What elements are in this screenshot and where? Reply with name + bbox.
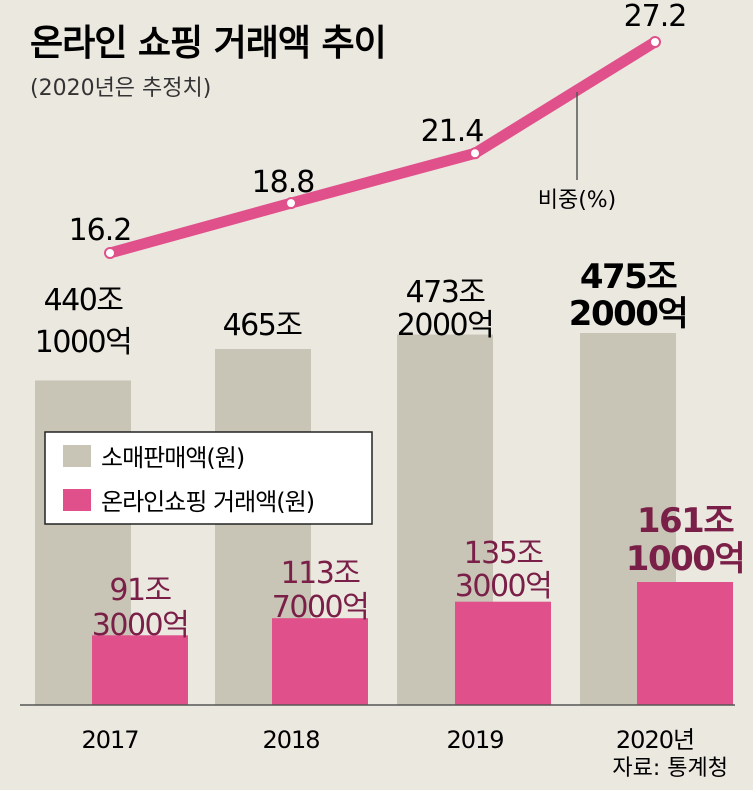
legend-box [44, 431, 373, 525]
legend: 소매판매액(원) 온라인쇼핑 거래액(원) [44, 431, 373, 525]
share-point-2017 [104, 247, 116, 259]
retail-value-label: 473조 [406, 275, 486, 310]
legend-swatch-online [63, 489, 91, 511]
share-value-label: 21.4 [421, 114, 484, 149]
line-layer: 16.2 18.8 21.4 27.2 비중(%) [69, 0, 687, 259]
retail-value-label: 1000억 [35, 325, 131, 360]
legend-swatch-retail [63, 445, 91, 467]
share-point-2018 [285, 197, 297, 210]
share-point-2020년 [649, 36, 661, 48]
online-bar-2019 [455, 601, 551, 705]
x-tick-label: 2018 [262, 726, 319, 754]
chart-subtitle: (2020년은 추정치) [30, 76, 211, 101]
source-note: 자료: 통계청 [612, 756, 728, 781]
online-value-label: 113조 [281, 556, 361, 591]
x-axis: 2017 2018 2019 2020년 [20, 704, 735, 754]
online-bar-2020년 [637, 582, 733, 705]
online-value-label: 3000억 [455, 569, 551, 604]
share-value-label: 16.2 [69, 213, 132, 248]
retail-value-label: 440조 [44, 283, 124, 318]
online-value-label: 91조 [109, 573, 171, 608]
x-tick-label: 2020년 [616, 726, 694, 754]
retail-value-label: 2000억 [397, 308, 493, 343]
share-value-label: 18.8 [252, 165, 315, 200]
legend-label-retail: 소매판매액(원) [101, 444, 244, 472]
chart-title: 온라인 쇼핑 거래액 추이 [30, 23, 386, 64]
online-bar-2017 [92, 635, 188, 705]
retail-value-label: 465조 [223, 308, 303, 343]
x-tick-label: 2019 [446, 726, 503, 754]
online-value-label: 3000억 [92, 608, 188, 643]
share-line [104, 36, 661, 259]
online-value-label: 135조 [464, 536, 544, 571]
online-bar-2018 [272, 618, 368, 705]
share-value-label: 27.2 [624, 0, 687, 34]
legend-label-online: 온라인쇼핑 거래액(원) [101, 488, 314, 516]
share-point-2019 [469, 147, 481, 160]
online-value-label: 1000억 [626, 539, 744, 579]
retail-value-label: 2000억 [569, 294, 687, 334]
online-value-label: 7000억 [272, 590, 368, 625]
x-tick-label: 2017 [81, 726, 138, 754]
online-value-label: 161조 [637, 501, 734, 541]
retail-value-label: 475조 [580, 257, 677, 297]
share-annotation-label: 비중(%) [538, 188, 617, 213]
